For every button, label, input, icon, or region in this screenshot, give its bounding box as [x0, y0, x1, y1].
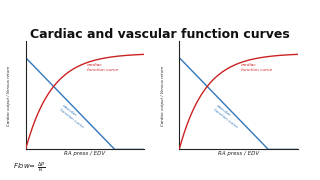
Text: cardiac
function curve: cardiac function curve [87, 63, 118, 72]
X-axis label: RA press / EDV: RA press / EDV [218, 151, 259, 156]
Text: Cardiac output / Venous return: Cardiac output / Venous return [7, 65, 11, 125]
Text: vascular
function curve: vascular function curve [59, 104, 87, 129]
Text: Cardiac output / Venous return: Cardiac output / Venous return [161, 65, 164, 125]
Text: vascular
function curve: vascular function curve [212, 104, 241, 129]
Text: cardiac
function curve: cardiac function curve [241, 63, 272, 72]
Text: Flow= $\frac{\Delta P}{R}$: Flow= $\frac{\Delta P}{R}$ [13, 161, 45, 175]
Text: Cardiac and vascular function curves: Cardiac and vascular function curves [30, 28, 290, 41]
X-axis label: RA press / EDV: RA press / EDV [64, 151, 105, 156]
